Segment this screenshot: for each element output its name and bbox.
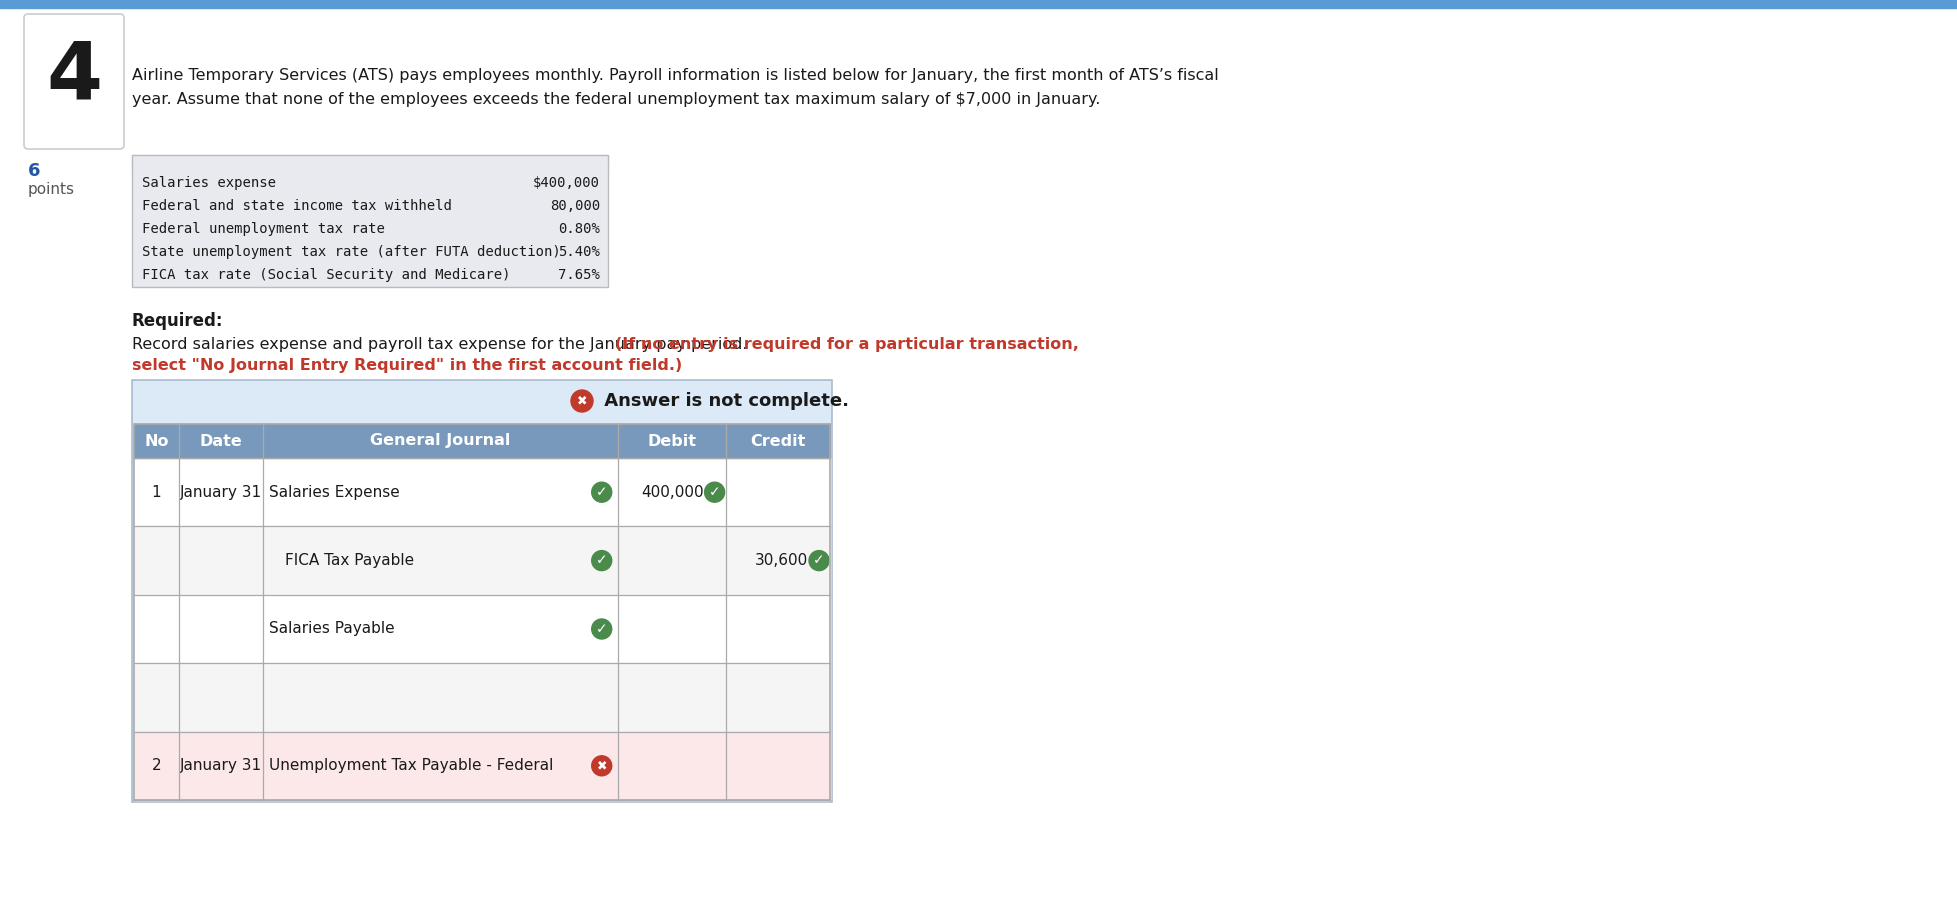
Text: Federal unemployment tax rate: Federal unemployment tax rate xyxy=(143,222,386,236)
Text: Salaries Payable: Salaries Payable xyxy=(268,621,393,637)
Text: 2: 2 xyxy=(153,759,160,773)
Text: Answer is not complete.: Answer is not complete. xyxy=(597,392,849,410)
Text: select "No Journal Entry Required" in the first account field.): select "No Journal Entry Required" in th… xyxy=(131,358,681,373)
Text: No: No xyxy=(145,434,168,448)
FancyBboxPatch shape xyxy=(131,155,609,287)
Text: 5.40%: 5.40% xyxy=(558,245,599,259)
Circle shape xyxy=(591,483,611,502)
Text: ✖: ✖ xyxy=(597,759,607,772)
Text: FICA Tax Payable: FICA Tax Payable xyxy=(284,553,413,568)
Text: 1: 1 xyxy=(153,484,160,500)
Text: Federal and state income tax withheld: Federal and state income tax withheld xyxy=(143,198,452,213)
Text: January 31: January 31 xyxy=(180,759,262,773)
Circle shape xyxy=(808,550,828,571)
Text: $400,000: $400,000 xyxy=(532,176,599,189)
Bar xyxy=(133,527,830,594)
FancyBboxPatch shape xyxy=(23,14,123,149)
Text: 6: 6 xyxy=(27,162,41,180)
Circle shape xyxy=(705,483,724,502)
Text: ✓: ✓ xyxy=(708,485,720,499)
Bar xyxy=(0,0,1957,8)
Text: Date: Date xyxy=(200,434,243,448)
Bar xyxy=(131,155,609,171)
Text: points: points xyxy=(27,182,74,197)
Text: January 31: January 31 xyxy=(180,484,262,500)
Circle shape xyxy=(571,390,593,412)
Text: Airline Temporary Services (ATS) pays employees monthly. Payroll information is : Airline Temporary Services (ATS) pays em… xyxy=(131,68,1217,83)
Text: year. Assume that none of the employees exceeds the federal unemployment tax max: year. Assume that none of the employees … xyxy=(131,92,1100,107)
Text: Required:: Required: xyxy=(131,312,223,330)
Text: 4: 4 xyxy=(45,39,102,116)
Text: Salaries expense: Salaries expense xyxy=(143,176,276,189)
Text: ✓: ✓ xyxy=(595,622,607,636)
Text: FICA tax rate (Social Security and Medicare): FICA tax rate (Social Security and Medic… xyxy=(143,269,511,282)
Text: Unemployment Tax Payable - Federal: Unemployment Tax Payable - Federal xyxy=(268,759,554,773)
Text: 30,600: 30,600 xyxy=(753,553,808,568)
Text: Record salaries expense and payroll tax expense for the January pay period.: Record salaries expense and payroll tax … xyxy=(131,337,751,352)
Bar xyxy=(133,424,830,458)
Bar xyxy=(133,458,830,527)
Text: ✖: ✖ xyxy=(577,394,587,408)
Circle shape xyxy=(591,619,611,639)
Bar xyxy=(133,663,830,732)
Text: 0.80%: 0.80% xyxy=(558,222,599,236)
Text: ✓: ✓ xyxy=(595,485,607,499)
Text: ✓: ✓ xyxy=(595,554,607,567)
Text: 7.65%: 7.65% xyxy=(558,269,599,282)
Circle shape xyxy=(591,756,611,776)
Text: 400,000: 400,000 xyxy=(640,484,703,500)
Text: Salaries Expense: Salaries Expense xyxy=(268,484,399,500)
Text: General Journal: General Journal xyxy=(370,434,511,448)
Bar xyxy=(133,732,830,800)
Bar xyxy=(133,594,830,663)
Circle shape xyxy=(591,550,611,571)
Text: (If no entry is required for a particular transaction,: (If no entry is required for a particula… xyxy=(614,337,1078,352)
Text: 80,000: 80,000 xyxy=(550,198,599,213)
Text: Credit: Credit xyxy=(750,434,804,448)
FancyBboxPatch shape xyxy=(131,380,832,802)
Bar xyxy=(133,424,830,800)
Text: Debit: Debit xyxy=(648,434,697,448)
Text: State unemployment tax rate (after FUTA deduction): State unemployment tax rate (after FUTA … xyxy=(143,245,560,259)
Text: ✓: ✓ xyxy=(812,554,824,567)
